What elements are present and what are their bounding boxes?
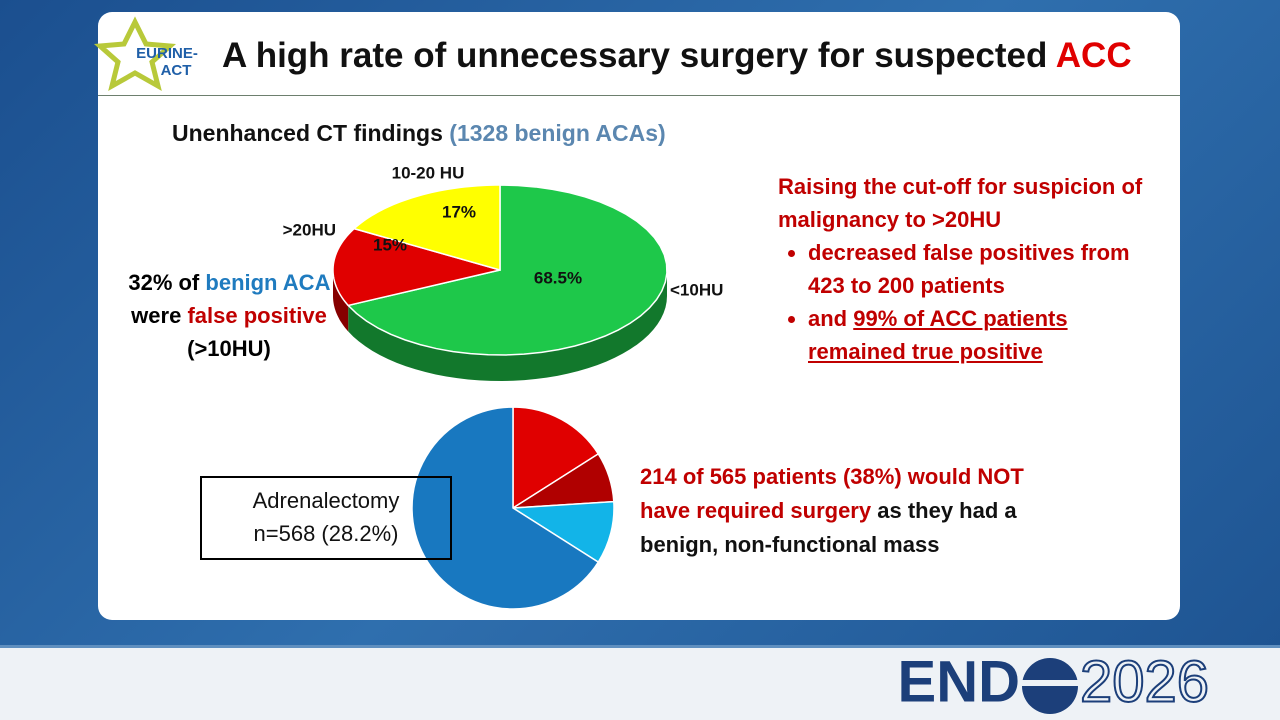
- findings-heading: Raising the cut-off for suspicion of mal…: [778, 174, 1143, 232]
- pie-value-label: 68.5%: [534, 268, 582, 287]
- title-highlight: ACC: [1055, 36, 1132, 75]
- plots: <10HU 68.5% >20HU 15% 10-20 HU 17%: [283, 163, 723, 610]
- conclusion: 214 of 565 patients (38%) would NOT have…: [640, 460, 1080, 562]
- pie-slice: [352, 184, 501, 271]
- title-text: A high rate of unnecessary surgery for s…: [222, 36, 1048, 75]
- box-line: n=568 (28.2%): [253, 521, 399, 546]
- chart-title-text: Unenhanced CT findings: [172, 120, 443, 146]
- note-segment: benign ACA: [205, 270, 330, 295]
- pie-value-label: 17%: [442, 202, 476, 221]
- findings-list: decreased false positives from 423 to 20…: [778, 236, 1168, 368]
- note-segment: 32% of: [128, 270, 200, 295]
- pie-value-label: 15%: [373, 235, 407, 254]
- findings: Raising the cut-off for suspicion of mal…: [778, 170, 1168, 368]
- note: 32% of benign ACA were false positive (>…: [124, 266, 334, 365]
- brand-globe-band: [1020, 680, 1080, 686]
- brand-right: 2026: [1080, 649, 1209, 714]
- findings-bullet: decreased false positives from 423 to 20…: [808, 236, 1168, 302]
- pie-slice-side: [348, 270, 667, 381]
- pie-slice-side: [333, 270, 349, 332]
- chart-subtitle: (1328 benign ACAs): [449, 120, 666, 146]
- box-line: Adrenalectomy: [252, 488, 400, 513]
- conclusion-red: 214 of 565 patients (38%) would NOT have…: [640, 464, 1024, 523]
- note-segment: false positive: [187, 303, 327, 328]
- slide-title: A high rate of unnecessary surgery for s…: [222, 36, 1132, 76]
- adrenalectomy-box: Adrenalectomy n=568 (28.2%): [200, 476, 452, 560]
- brand-left: END: [898, 649, 1020, 714]
- pie-category-label: <10HU: [670, 280, 723, 299]
- conclusion-black: as they had a benign, non-functional mas…: [640, 498, 1017, 557]
- findings-bullet: and 99% of ACC patients remained true po…: [808, 302, 1168, 368]
- bullet-lead: and: [808, 306, 848, 331]
- pie-slice: [332, 227, 501, 307]
- logo-text: EURINE-: [136, 45, 198, 62]
- note-segment: (>10HU): [187, 336, 271, 361]
- bullet-underlined: 99% of ACC patients remained true positi…: [808, 306, 1068, 364]
- note-segment: were: [131, 303, 182, 328]
- logo-text: ACT: [161, 62, 192, 79]
- pie-slice: [346, 184, 668, 356]
- chart-title: Unenhanced CT findings (1328 benign ACAs…: [172, 120, 666, 147]
- pie-slice: [512, 406, 600, 510]
- pie-slice: [411, 406, 600, 610]
- pie-category-label: >20HU: [283, 220, 336, 239]
- divider: [98, 95, 1180, 96]
- pie-category-label: 10-20 HU: [392, 163, 465, 182]
- logo-star: [93, 16, 177, 92]
